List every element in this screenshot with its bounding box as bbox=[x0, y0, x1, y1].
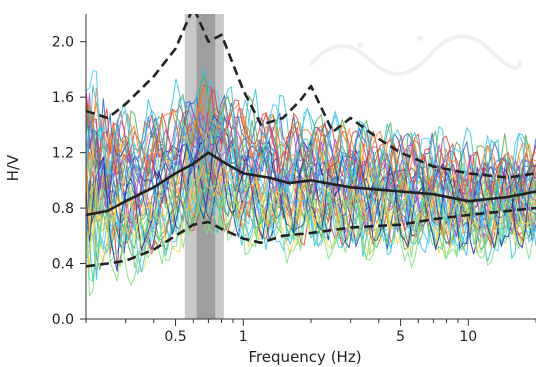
shaded-band-inner bbox=[196, 14, 216, 319]
individual-curve bbox=[86, 67, 536, 206]
upper-std-curve bbox=[86, 14, 536, 179]
x-axis-label: Frequency (Hz) bbox=[248, 348, 361, 366]
individual-curve bbox=[86, 185, 536, 272]
x-tick-label: 1 bbox=[239, 329, 248, 345]
x-tick-label: 5 bbox=[396, 329, 405, 345]
x-tick-label: 10 bbox=[459, 329, 477, 345]
individual-curve bbox=[86, 74, 536, 213]
y-tick-label: 0.8 bbox=[52, 201, 74, 217]
individual-curve bbox=[86, 141, 536, 240]
lower-std-curve bbox=[86, 206, 536, 268]
y-tick-label: 2.0 bbox=[52, 35, 74, 51]
statistics-curves-layer bbox=[86, 14, 536, 268]
watermark-logo bbox=[308, 34, 522, 76]
individual-curve bbox=[86, 180, 536, 298]
mean-hv-curve bbox=[86, 151, 536, 217]
individual-curves-layer bbox=[86, 67, 536, 298]
y-axis-label: H/V bbox=[4, 154, 22, 181]
individual-curve bbox=[86, 70, 536, 211]
axes-layer: 0.0 0.4 0.8 1.2 1.6 2.0 0.5 1 5 10 bbox=[52, 14, 536, 345]
y-tick-label: 1.6 bbox=[52, 90, 74, 106]
y-tick-label: 1.2 bbox=[52, 146, 74, 162]
y-tick-label: 0.0 bbox=[52, 312, 74, 328]
y-tick-label: 0.4 bbox=[52, 257, 74, 273]
individual-curve bbox=[86, 180, 536, 278]
x-tick-label: 0.5 bbox=[164, 329, 186, 345]
